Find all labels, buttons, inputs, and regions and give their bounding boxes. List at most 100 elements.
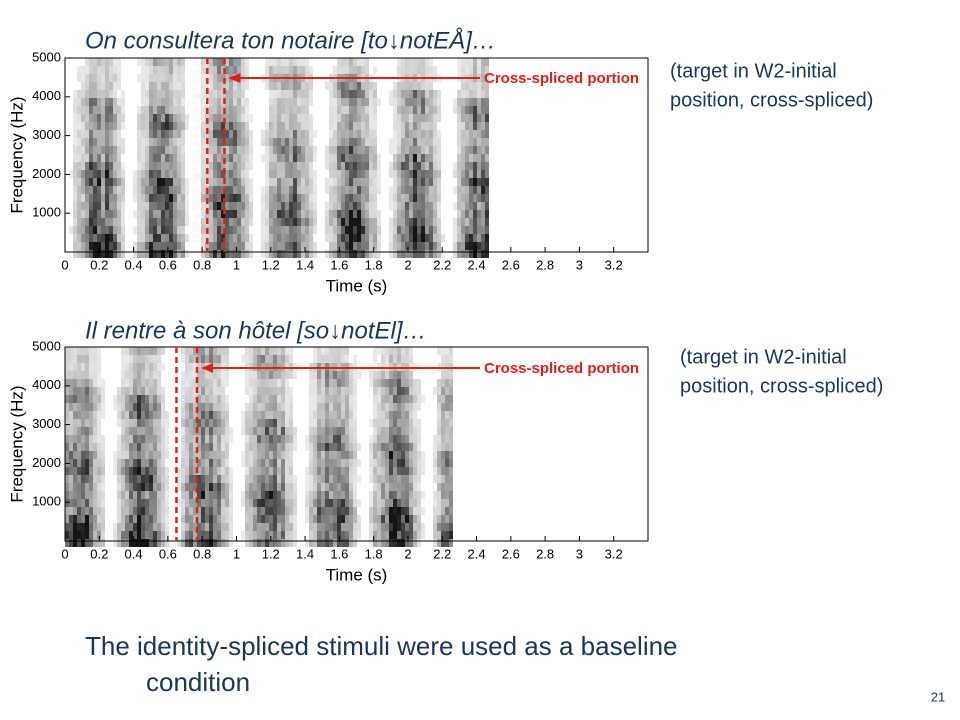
spectrogram-cell <box>309 387 313 395</box>
spectrogram-cell <box>273 138 277 146</box>
spectrogram-cell <box>277 467 281 475</box>
spectrogram-cell <box>437 250 441 258</box>
spectrogram-cell <box>477 138 481 146</box>
spectrogram-cell <box>353 419 357 427</box>
spectrogram-cell <box>481 58 485 66</box>
spectrogram-cell <box>137 451 141 459</box>
spectrogram-cell <box>93 210 97 218</box>
spectrogram-cell <box>277 539 281 547</box>
spectrogram-cell <box>477 250 481 258</box>
spectrogram-cell <box>77 539 81 547</box>
spectrogram-cell <box>433 443 437 451</box>
spectrogram-cell <box>273 355 277 363</box>
spectrogram-cell <box>117 66 121 74</box>
spectrogram-cell <box>173 74 177 82</box>
spectrogram-cell <box>461 138 465 146</box>
spectrogram-cell <box>457 226 461 234</box>
spectrogram-cell <box>261 355 265 363</box>
spectrogram-cell <box>181 194 185 202</box>
spectrogram-cell <box>365 90 369 98</box>
spectrogram-cell <box>305 146 309 154</box>
spectrogram-cell <box>265 379 269 387</box>
spectrogram-cell <box>285 66 289 74</box>
spectrogram-cell <box>437 411 441 419</box>
spectrogram-cell <box>437 98 441 106</box>
spectrogram-cell <box>121 218 125 226</box>
spectrogram-cell <box>113 539 117 547</box>
spectrogram-cell <box>277 114 281 122</box>
spectrogram-cell <box>329 347 333 355</box>
spectrogram-cell <box>305 467 309 475</box>
spectrogram-cell <box>269 178 273 186</box>
spectrogram-cell <box>373 98 377 106</box>
spectrogram-cell <box>269 154 273 162</box>
spectrogram-cell <box>353 226 357 234</box>
spectrogram-cell <box>97 178 101 186</box>
spectrogram-cell <box>437 90 441 98</box>
spectrogram-cell <box>89 178 93 186</box>
spectrogram-cell <box>409 170 413 178</box>
spectrogram-cell <box>425 226 429 234</box>
spectrogram-cell <box>381 451 385 459</box>
spectrogram-cell <box>397 58 401 66</box>
spectrogram-cell <box>81 403 85 411</box>
spectrogram-cell <box>65 427 69 435</box>
spectrogram-cell <box>121 515 125 523</box>
spectrogram-cell <box>405 130 409 138</box>
spectrogram-cell <box>409 98 413 106</box>
spectrogram-cell <box>89 74 93 82</box>
spectrogram-cell <box>225 355 229 363</box>
spectrogram-cell <box>277 387 281 395</box>
spectrogram-cell <box>77 515 81 523</box>
spectrogram-cell <box>485 242 489 250</box>
spectrogram-cell <box>153 435 157 443</box>
spectrogram-cell <box>121 234 125 242</box>
spectrogram-cell <box>349 106 353 114</box>
spectrogram-cell <box>325 515 329 523</box>
spectrogram-cell <box>81 114 85 122</box>
spectrogram-cell <box>485 122 489 130</box>
spectrogram-cell <box>97 531 101 539</box>
spectrogram-cell <box>337 427 341 435</box>
spectrogram-cell <box>345 194 349 202</box>
spectrogram-cell <box>177 475 181 483</box>
spectrogram-cell <box>329 379 333 387</box>
spectrogram-cell <box>357 82 361 90</box>
spectrogram-cell <box>97 427 101 435</box>
spectrogram-cell <box>225 419 229 427</box>
spectrogram-cell <box>197 531 201 539</box>
spectrogram-cell <box>157 379 161 387</box>
spectrogram-cell <box>461 250 465 258</box>
spectrogram-cell <box>329 242 333 250</box>
spectrogram-cell <box>245 451 249 459</box>
spectrogram-cell <box>177 106 181 114</box>
spectrogram-cell <box>221 371 225 379</box>
spectrogram-cell <box>357 210 361 218</box>
spectrogram-cell <box>329 507 333 515</box>
spectrogram-cell <box>109 106 113 114</box>
spectrogram-cell <box>117 146 121 154</box>
x-tick-label: 3.2 <box>605 257 623 272</box>
spectrogram-cell <box>397 459 401 467</box>
spectrogram-cell <box>273 539 277 547</box>
spectrogram-cell <box>161 202 165 210</box>
spectrogram-cell <box>73 387 77 395</box>
spectrogram-cell <box>397 451 401 459</box>
spectrogram-cell <box>221 499 225 507</box>
spectrogram-cell <box>201 403 205 411</box>
spectrogram-cell <box>449 435 453 443</box>
spectrogram-cell <box>473 170 477 178</box>
spectrogram-cell <box>221 74 225 82</box>
spectrogram-cell <box>321 347 325 355</box>
x-tick-label: 2.6 <box>502 257 520 272</box>
spectrogram-cell <box>161 459 165 467</box>
spectrogram-cell <box>105 98 109 106</box>
spectrogram-cell <box>449 467 453 475</box>
spectrogram-cell <box>397 90 401 98</box>
spectrogram-cell <box>269 210 273 218</box>
spectrogram-cell <box>273 66 277 74</box>
spectrogram-cell <box>269 403 273 411</box>
spectrogram-cell <box>341 515 345 523</box>
spectrogram-cell <box>109 250 113 258</box>
